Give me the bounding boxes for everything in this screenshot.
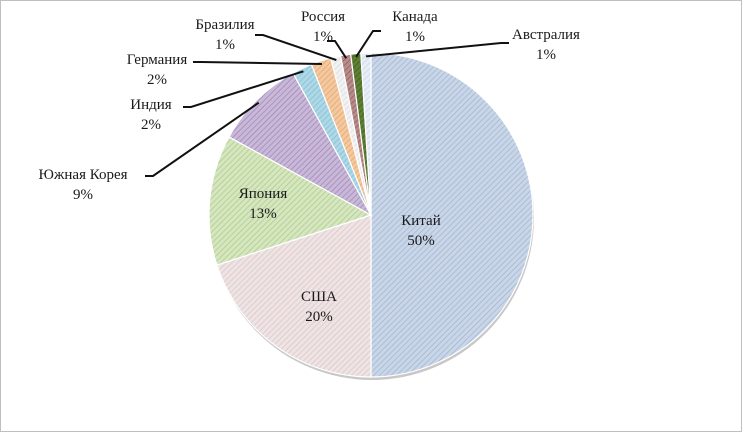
- slice-label-1: Китай 50%: [401, 213, 440, 249]
- slice-name: Австралия: [512, 27, 580, 43]
- slice-name: Индия: [130, 97, 172, 113]
- slice-label-10: Австралия 1%: [512, 27, 580, 63]
- slice-name: Канада: [392, 9, 438, 25]
- slice-percent: 2%: [147, 72, 167, 88]
- slice-label-8: Россия 1%: [301, 9, 345, 45]
- slice-name: Бразилия: [195, 17, 254, 33]
- slice-percent: 9%: [73, 187, 93, 203]
- slice-label-9: Канада 1%: [392, 9, 438, 45]
- slice-name: Россия: [301, 9, 345, 25]
- slice-name: США: [301, 289, 337, 305]
- leader-line-5: [183, 70, 304, 108]
- pie-slice-2: [216, 214, 372, 378]
- leader-line-7: [255, 34, 337, 62]
- slice-name: Китай: [401, 213, 440, 229]
- slice-label-7: Бразилия 1%: [195, 17, 254, 53]
- leader-line-4: [145, 101, 260, 177]
- slice-percent: 13%: [249, 206, 277, 222]
- slice-percent: 1%: [405, 29, 425, 45]
- slice-percent: 2%: [141, 117, 161, 133]
- slice-name: Южная Корея: [38, 167, 127, 183]
- leader-line-10: [365, 42, 509, 58]
- slice-label-3: Япония 13%: [239, 186, 288, 222]
- pie-slice-3: [208, 136, 373, 266]
- pie-slice-4: [228, 72, 373, 217]
- slice-name: Германия: [127, 52, 188, 68]
- slice-name: Япония: [239, 186, 288, 202]
- slice-percent: 20%: [305, 309, 333, 325]
- slice-percent: 1%: [536, 47, 556, 63]
- slice-percent: 1%: [215, 37, 235, 53]
- slice-label-2: США 20%: [301, 289, 337, 325]
- slice-label-6: Германия 2%: [127, 52, 188, 88]
- leader-line-9: [355, 30, 381, 58]
- leader-line-8: [327, 40, 347, 59]
- slice-label-5: Индия 2%: [130, 97, 172, 133]
- slice-percent: 50%: [407, 233, 435, 249]
- pie-slice-10: [360, 52, 372, 216]
- pie-slice-1: [370, 52, 534, 378]
- leader-line-6: [193, 61, 322, 66]
- slice-label-4: Южная Корея 9%: [38, 167, 127, 203]
- slice-percent: 1%: [313, 29, 333, 45]
